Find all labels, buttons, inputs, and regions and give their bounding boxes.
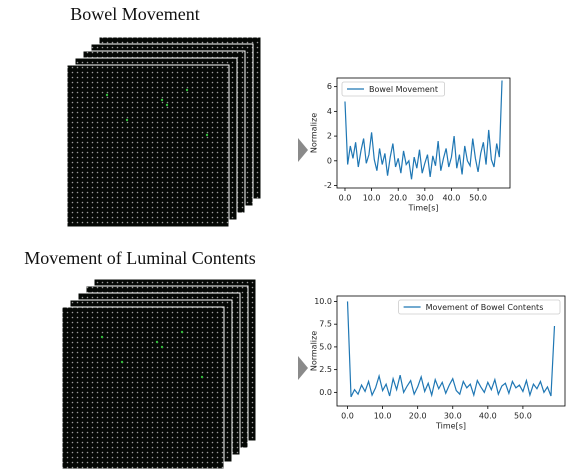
x-tick-label: 10.0 <box>363 194 381 203</box>
x-tick-label: 50.0 <box>514 412 532 421</box>
legend-label: Movement of Bowel Contents <box>426 303 544 312</box>
y-tick-label: 2 <box>327 132 332 141</box>
x-tick-label: 20.0 <box>409 412 427 421</box>
x-axis-label: Time[s] <box>408 204 439 213</box>
green-spot <box>121 361 123 363</box>
line-series <box>348 301 555 396</box>
green-spot <box>106 94 108 96</box>
panel-heading: Bowel Movement <box>70 4 199 24</box>
green-spot <box>201 376 203 378</box>
x-tick-label: 30.0 <box>416 194 434 203</box>
arrow <box>298 356 308 380</box>
green-spot <box>161 99 163 101</box>
y-axis-label: Normalize <box>310 113 319 153</box>
green-spot <box>156 341 158 343</box>
figure: Bowel Movement Movement of Luminal Conte… <box>0 0 572 474</box>
green-spot <box>186 89 188 91</box>
y-tick-label: 6 <box>327 82 332 91</box>
y-tick-label: 0.0 <box>319 388 332 397</box>
x-tick-label: 0.0 <box>341 412 354 421</box>
legend-label: Bowel Movement <box>369 85 438 94</box>
y-tick-label: 5.0 <box>319 342 332 351</box>
y-tick-label: 0 <box>327 156 332 165</box>
green-spot <box>206 134 208 136</box>
x-tick-label: 40.0 <box>479 412 497 421</box>
arrow <box>298 138 308 162</box>
green-spot <box>166 104 168 106</box>
green-spot <box>101 336 103 338</box>
green-spot <box>181 331 183 333</box>
image-frame <box>62 307 224 469</box>
panel-heading: Movement of Luminal Contents <box>24 248 255 268</box>
y-tick-label: 7.5 <box>319 320 332 329</box>
y-axis-label: Normalize <box>310 331 319 371</box>
x-tick-label: 10.0 <box>374 412 392 421</box>
y-tick-label: 10.0 <box>314 297 332 306</box>
y-tick-label: 2.5 <box>319 365 332 374</box>
x-tick-label: 0.0 <box>339 194 352 203</box>
x-tick-label: 50.0 <box>469 194 487 203</box>
image-frame <box>67 65 229 227</box>
y-tick-label: -2 <box>324 181 332 190</box>
x-axis-label: Time[s] <box>435 422 466 431</box>
x-tick-label: 20.0 <box>389 194 407 203</box>
x-tick-label: 30.0 <box>444 412 462 421</box>
green-spot <box>161 346 163 348</box>
y-tick-label: 4 <box>327 107 332 116</box>
green-spot <box>126 119 128 121</box>
charts: 0.0 10.0 20.0 30.0 40.0 50.0 -2 0 2 4 6 Time[s] Norm… <box>310 78 566 431</box>
x-tick-label: 40.0 <box>443 194 461 203</box>
